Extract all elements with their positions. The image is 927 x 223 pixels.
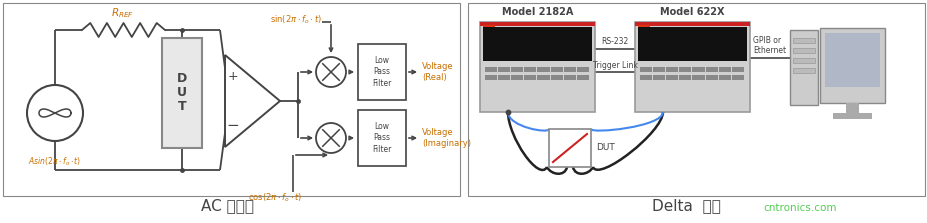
- Text: Low
Pass
Filter: Low Pass Filter: [372, 122, 391, 154]
- Circle shape: [27, 85, 83, 141]
- Bar: [634, 22, 749, 112]
- Text: $\cos(2\pi \cdot f_o \cdot t)$: $\cos(2\pi \cdot f_o \cdot t)$: [248, 192, 302, 204]
- Text: DUT: DUT: [595, 143, 614, 153]
- Bar: [634, 22, 749, 26]
- Bar: [705, 67, 717, 72]
- Bar: [793, 48, 814, 53]
- Bar: [482, 25, 494, 27]
- Text: D
U
T: D U T: [177, 72, 187, 114]
- Text: Low
Pass
Filter: Low Pass Filter: [372, 56, 391, 88]
- Bar: [162, 38, 202, 148]
- Circle shape: [316, 123, 346, 153]
- Text: $Asin(2\pi \cdot f_o \cdot t)$: $Asin(2\pi \cdot f_o \cdot t)$: [29, 156, 82, 169]
- Bar: [819, 28, 884, 103]
- Bar: [485, 75, 497, 80]
- Text: Model 2182A: Model 2182A: [502, 7, 573, 17]
- Bar: [718, 75, 730, 80]
- Bar: [550, 67, 562, 72]
- Bar: [577, 67, 589, 72]
- Bar: [666, 67, 678, 72]
- Text: $\sin(2\pi \cdot f_o \cdot t)$: $\sin(2\pi \cdot f_o \cdot t)$: [270, 14, 322, 27]
- Bar: [482, 27, 591, 61]
- Bar: [824, 33, 879, 87]
- Bar: [358, 44, 406, 100]
- Bar: [731, 67, 743, 72]
- Bar: [498, 75, 510, 80]
- Bar: [666, 75, 678, 80]
- Text: −: −: [226, 118, 239, 132]
- Text: Voltage
(Imaginary): Voltage (Imaginary): [422, 128, 471, 148]
- Text: +: +: [227, 70, 238, 83]
- Bar: [793, 58, 814, 63]
- Bar: [563, 75, 576, 80]
- Text: cntronics.com: cntronics.com: [762, 203, 836, 213]
- Text: $R_{REF}$: $R_{REF}$: [111, 6, 134, 20]
- Bar: [479, 22, 594, 112]
- Bar: [549, 129, 590, 167]
- Bar: [524, 67, 536, 72]
- Bar: [563, 67, 576, 72]
- Bar: [705, 75, 717, 80]
- Bar: [467, 3, 924, 196]
- Bar: [679, 67, 691, 72]
- Bar: [479, 22, 594, 26]
- Circle shape: [316, 57, 346, 87]
- Bar: [3, 3, 460, 196]
- Bar: [832, 113, 871, 119]
- Bar: [692, 67, 704, 72]
- Text: Delta  模式: Delta 模式: [651, 198, 719, 213]
- Bar: [485, 67, 497, 72]
- Text: Voltage
(Real): Voltage (Real): [422, 62, 453, 82]
- Bar: [640, 75, 652, 80]
- Bar: [731, 75, 743, 80]
- Bar: [692, 75, 704, 80]
- Text: AC 法框图: AC 法框图: [201, 198, 254, 213]
- Bar: [640, 67, 652, 72]
- Text: RS-232: RS-232: [601, 37, 628, 46]
- Bar: [511, 75, 523, 80]
- Bar: [845, 103, 858, 113]
- Text: Trigger Link: Trigger Link: [592, 60, 637, 70]
- Text: Model 622X: Model 622X: [659, 7, 724, 17]
- Bar: [550, 75, 562, 80]
- Bar: [653, 75, 665, 80]
- Bar: [789, 30, 817, 105]
- Bar: [537, 67, 549, 72]
- Bar: [511, 67, 523, 72]
- Bar: [498, 67, 510, 72]
- Bar: [679, 75, 691, 80]
- Text: GPIB or
Ethernet: GPIB or Ethernet: [752, 36, 785, 55]
- Bar: [537, 75, 549, 80]
- Bar: [718, 67, 730, 72]
- Bar: [793, 38, 814, 43]
- Bar: [524, 75, 536, 80]
- Bar: [638, 25, 649, 27]
- Bar: [638, 27, 746, 61]
- Bar: [793, 68, 814, 73]
- Bar: [653, 67, 665, 72]
- Bar: [358, 110, 406, 166]
- Bar: [577, 75, 589, 80]
